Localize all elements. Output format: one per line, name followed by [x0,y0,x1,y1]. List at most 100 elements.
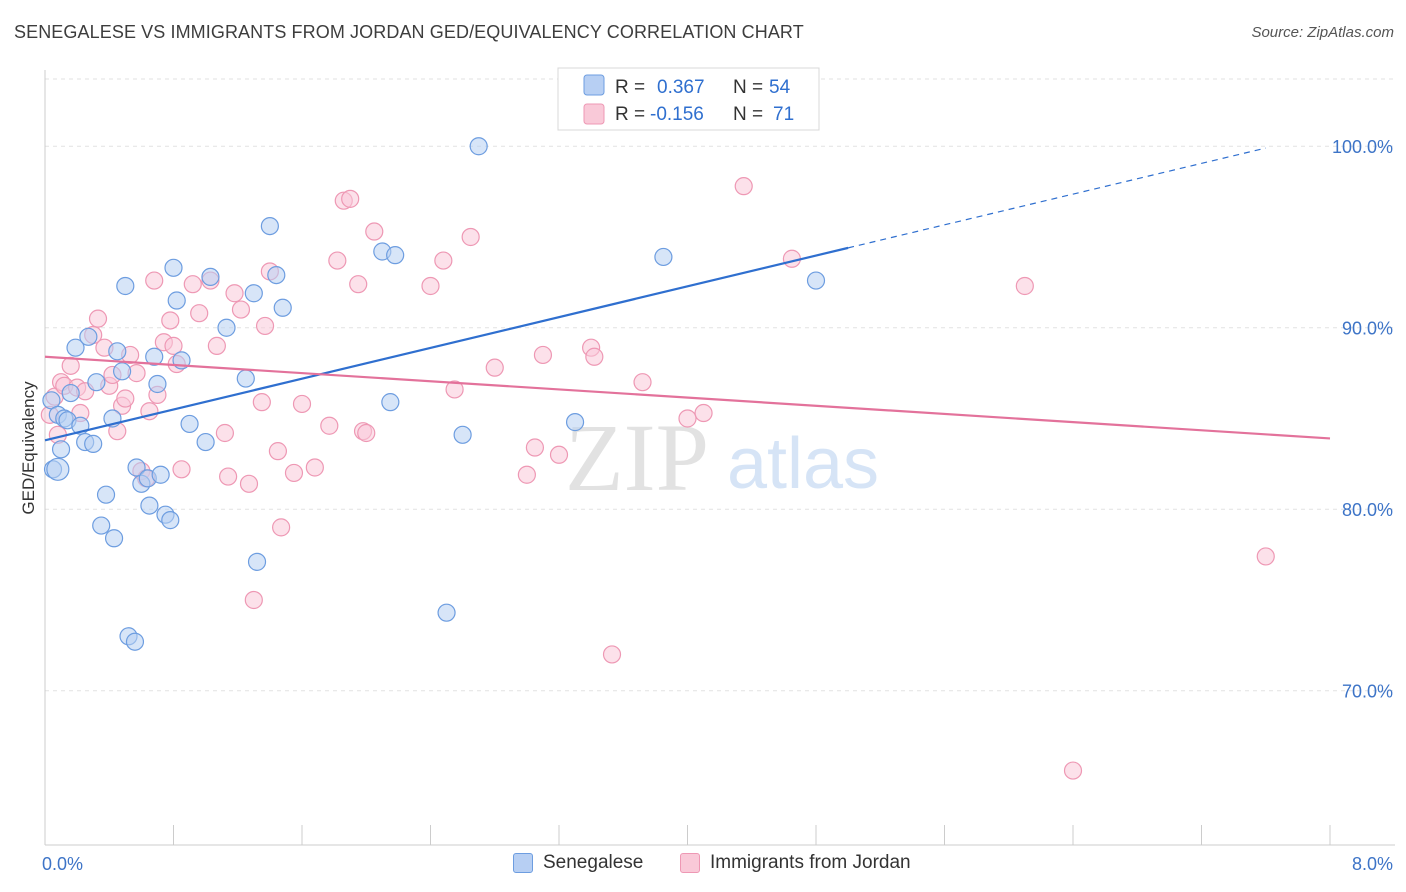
data-point-senegalese [116,276,135,296]
data-point-jordan [445,380,464,399]
legend-swatch-senegalese [583,74,605,96]
data-point-jordan [207,336,226,355]
data-point-jordan [255,316,275,336]
data-point-senegalese [87,373,106,392]
chart-title: SENEGALESE VS IMMIGRANTS FROM JORDAN GED… [14,22,804,42]
data-point-senegalese [565,413,585,432]
source-credit: Source: ZipAtlas.com [1251,24,1394,41]
data-point-senegalese [654,247,673,267]
trend-lines [44,147,1331,442]
data-point-jordan [585,347,604,366]
data-point-senegalese [201,267,220,287]
data-point-senegalese [386,246,405,265]
data-point-jordan [349,275,368,294]
data-point-jordan [421,276,440,296]
watermark-atlas: atlas [727,424,879,504]
data-point-jordan [284,463,304,483]
data-point-senegalese [167,291,186,310]
data-point-jordan [461,227,480,247]
data-point-jordan [525,438,545,457]
legend-n-value-2: 71 [773,104,794,125]
data-point-senegalese [104,529,124,548]
legend-label-senegalese: Senegalese [543,852,644,873]
legend-n-label-2: N = [733,104,768,125]
data-point-senegalese [127,458,146,477]
svg-text:R = -0.156 N =: R = -0.156 N = 71 [615,104,794,125]
data-point-jordan [434,251,453,270]
data-point-senegalese [79,327,98,346]
watermark: ZIP atlas [565,404,879,511]
data-point-senegalese [469,137,488,156]
data-point-senegalese [66,338,85,357]
data-point-jordan [694,403,713,423]
data-point-senegalese [151,465,170,484]
data-point-senegalese [148,374,167,394]
data-point-jordan [268,442,288,461]
axes [44,70,1395,846]
legend-r-value-1: 0.367 [657,77,705,98]
y-tick-label: 100.0% [1332,137,1393,157]
data-point-senegalese [145,347,164,366]
data-point-jordan [244,590,263,610]
data-point-jordan [1063,761,1083,780]
data-point-jordan [517,465,536,484]
data-point-jordan [225,284,244,303]
legend-r-value-2: -0.156 [650,104,704,125]
y-axis-label: GED/Equivalency [19,381,38,515]
data-point-jordan [116,389,135,408]
legend-swatch-jordan-bottom [680,853,700,873]
data-point-jordan [365,222,384,241]
data-point-senegalese [61,383,80,403]
data-point-jordan [183,275,202,294]
data-point-jordan [320,416,339,435]
data-point-senegalese [217,318,236,337]
data-point-jordan [172,460,191,479]
tick-labels: 100.0% 90.0% 80.0% 70.0% 0.0% 8.0% [42,137,1393,874]
correlation-legend: R = 0.367 N = 54 R = -0.156 N = 71 [557,67,820,131]
data-point-jordan [633,373,652,392]
data-point-jordan [164,336,183,355]
data-point-senegalese [244,284,263,303]
data-point-jordan [533,345,553,365]
data-point-senegalese [125,632,145,651]
data-point-jordan [161,311,180,330]
data-point-senegalese [140,496,159,515]
data-point-senegalese [437,603,456,622]
series-senegalese-points [42,137,826,651]
data-point-jordan [678,409,697,428]
legend-swatch-senegalese-bottom [513,853,533,873]
data-point-jordan [272,518,291,537]
data-point-jordan [215,423,234,443]
data-point-jordan [305,458,324,477]
data-point-jordan [61,356,80,375]
data-point-senegalese [96,485,116,504]
data-point-jordan [1015,276,1034,296]
series-legend: Senegalese Immigrants from Jordan [0,850,1406,880]
legend-r-label-1: R = [615,77,650,98]
data-point-senegalese [164,258,183,277]
data-point-senegalese [51,440,71,459]
data-point-jordan [357,423,376,443]
y-tick-label: 70.0% [1342,682,1393,702]
data-point-jordan [219,467,238,486]
data-point-jordan [88,309,108,328]
trend-line-jordan [44,355,1331,440]
data-point-senegalese [46,457,70,481]
data-point-jordan [549,445,569,464]
legend-item-senegalese: Senegalese [513,852,643,874]
data-point-jordan [145,271,164,290]
data-point-jordan [239,474,259,493]
legend-r-label-2: R = [615,104,650,125]
data-point-senegalese [108,342,127,361]
data-point-jordan [485,358,504,377]
data-point-senegalese [92,516,111,535]
data-point-senegalese [260,216,279,236]
data-point-senegalese [267,265,286,285]
data-point-jordan [190,304,209,323]
data-point-jordan [1256,547,1275,566]
data-point-jordan [328,251,347,270]
data-point-senegalese [196,432,215,452]
data-point-jordan [734,177,753,196]
data-point-jordan [292,394,312,414]
